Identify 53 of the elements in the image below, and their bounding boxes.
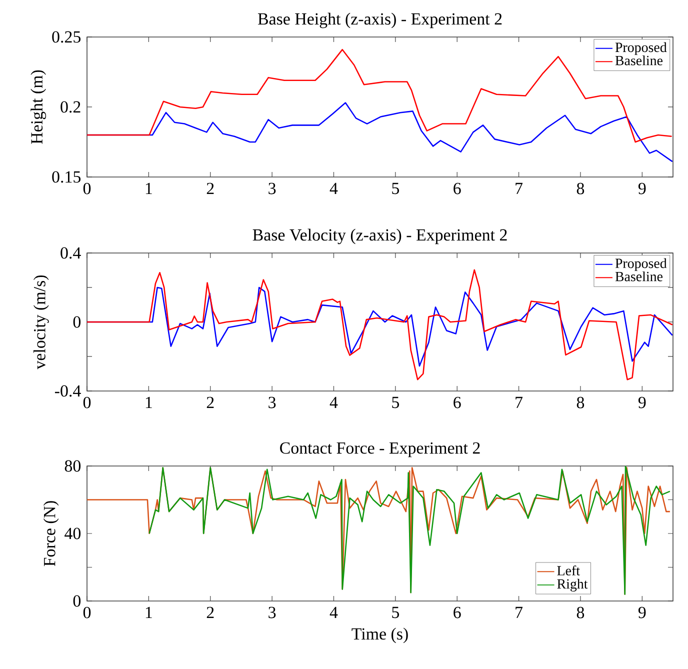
y-tick-label: 0.2 bbox=[60, 101, 80, 113]
x-tick-label: 3 bbox=[268, 396, 276, 408]
x-axis-title: Time (s) bbox=[352, 628, 408, 644]
x-tick-label: 3 bbox=[268, 606, 276, 618]
legend-label: Proposed bbox=[615, 42, 667, 55]
y-tick-label: 0.25 bbox=[52, 31, 81, 43]
y-tick-label: -0.4 bbox=[54, 385, 81, 397]
legend-label: Right bbox=[557, 578, 588, 592]
x-tick-label: 6 bbox=[454, 396, 461, 408]
y-tick-label: 0.15 bbox=[52, 171, 81, 183]
x-tick-label: 8 bbox=[576, 182, 584, 194]
legend-label: Left bbox=[557, 565, 580, 576]
x-tick-label: 7 bbox=[516, 606, 523, 618]
x-tick-label: 9 bbox=[638, 182, 646, 194]
y-tick-label: 0 bbox=[73, 595, 81, 607]
x-tick-label: 4 bbox=[330, 396, 338, 408]
x-tick-label: 5 bbox=[392, 606, 399, 618]
x-tick-label: 1 bbox=[146, 182, 152, 194]
x-tick-label: 6 bbox=[454, 182, 461, 194]
x-tick-label: 0 bbox=[83, 606, 91, 618]
x-tick-label: 9 bbox=[638, 396, 646, 408]
y-tick-label: 0.4 bbox=[60, 247, 81, 259]
x-tick-label: 4 bbox=[330, 606, 338, 618]
chart-title: Contact Force - Experiment 2 bbox=[280, 442, 480, 458]
x-tick-label: 5 bbox=[392, 182, 399, 194]
x-tick-label: 7 bbox=[516, 396, 523, 408]
y-tick-label: 0 bbox=[73, 316, 81, 328]
chart-title: Base Velocity (z-axis) - Experiment 2 bbox=[252, 228, 507, 244]
x-tick-label: 4 bbox=[330, 182, 338, 194]
legend-label: Baseline bbox=[615, 271, 663, 282]
x-tick-label: 2 bbox=[206, 182, 214, 194]
y-axis-title: Height (m) bbox=[30, 70, 46, 144]
x-tick-label: 2 bbox=[206, 396, 214, 408]
x-tick-label: 1 bbox=[146, 606, 152, 618]
x-tick-label: 9 bbox=[638, 606, 646, 618]
x-tick-label: 5 bbox=[392, 396, 399, 408]
x-tick-label: 6 bbox=[454, 606, 461, 618]
x-tick-label: 3 bbox=[268, 182, 276, 194]
y-tick-label: 40 bbox=[64, 528, 81, 540]
x-tick-label: 8 bbox=[576, 396, 584, 408]
y-axis-title: Force (N) bbox=[43, 501, 59, 566]
x-tick-label: 0 bbox=[83, 396, 91, 408]
chart-title: Base Height (z-axis) - Experiment 2 bbox=[258, 12, 502, 28]
line-series bbox=[87, 269, 673, 380]
legend-label: Baseline bbox=[615, 55, 663, 66]
y-axis-title: velocity (m/s) bbox=[33, 275, 49, 370]
x-tick-label: 8 bbox=[576, 606, 584, 618]
y-tick-label: 80 bbox=[64, 460, 81, 472]
x-tick-label: 1 bbox=[146, 396, 152, 408]
x-tick-label: 7 bbox=[516, 182, 523, 194]
x-tick-label: 2 bbox=[206, 606, 214, 618]
x-tick-label: 0 bbox=[83, 182, 91, 194]
legend-label: Proposed bbox=[615, 258, 667, 271]
